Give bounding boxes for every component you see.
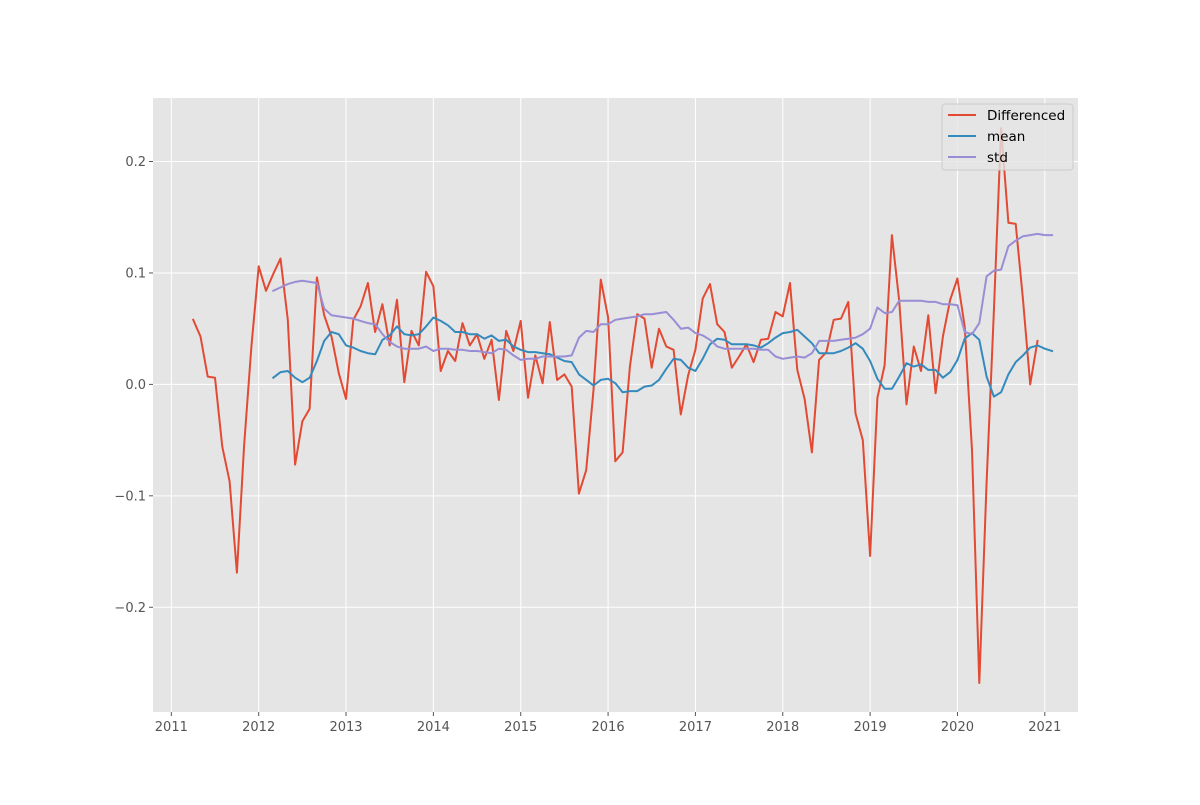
y-tick-label: 0.2 (125, 155, 146, 170)
x-tick-label: 2015 (504, 720, 537, 735)
y-tick-label: −0.2 (114, 601, 146, 616)
y-tick-label: −0.1 (114, 489, 146, 504)
y-tick-label: 0.1 (125, 266, 146, 281)
x-tick-label: 2020 (941, 720, 974, 735)
x-tick-label: 2012 (242, 720, 275, 735)
series-line-mean (271, 316, 1054, 398)
x-tick-label: 2021 (1028, 720, 1061, 735)
legend: Differenced mean std (941, 103, 1074, 171)
series-lines (191, 127, 1054, 684)
series-line-differenced (191, 127, 1039, 684)
x-tick-label: 2017 (679, 720, 712, 735)
x-tick-label: 2013 (329, 720, 362, 735)
plot-background (153, 98, 1078, 712)
y-tick-label: 0.0 (125, 378, 146, 393)
legend-label: std (987, 150, 1008, 166)
legend-box (941, 103, 1074, 171)
x-tick-label: 2014 (417, 720, 450, 735)
x-tick-label: 2016 (592, 720, 625, 735)
x-tick-label: 2019 (854, 720, 887, 735)
legend-label: mean (987, 129, 1025, 145)
axis-ticks: 2011 2012 2013 2014 2015 2016 2017 2018 2019 2020… (114, 155, 1061, 735)
x-tick-label: 2018 (766, 720, 799, 735)
x-tick-label: 2011 (155, 720, 188, 735)
legend-label: Differenced (987, 108, 1065, 124)
series-line-std (271, 232, 1054, 361)
